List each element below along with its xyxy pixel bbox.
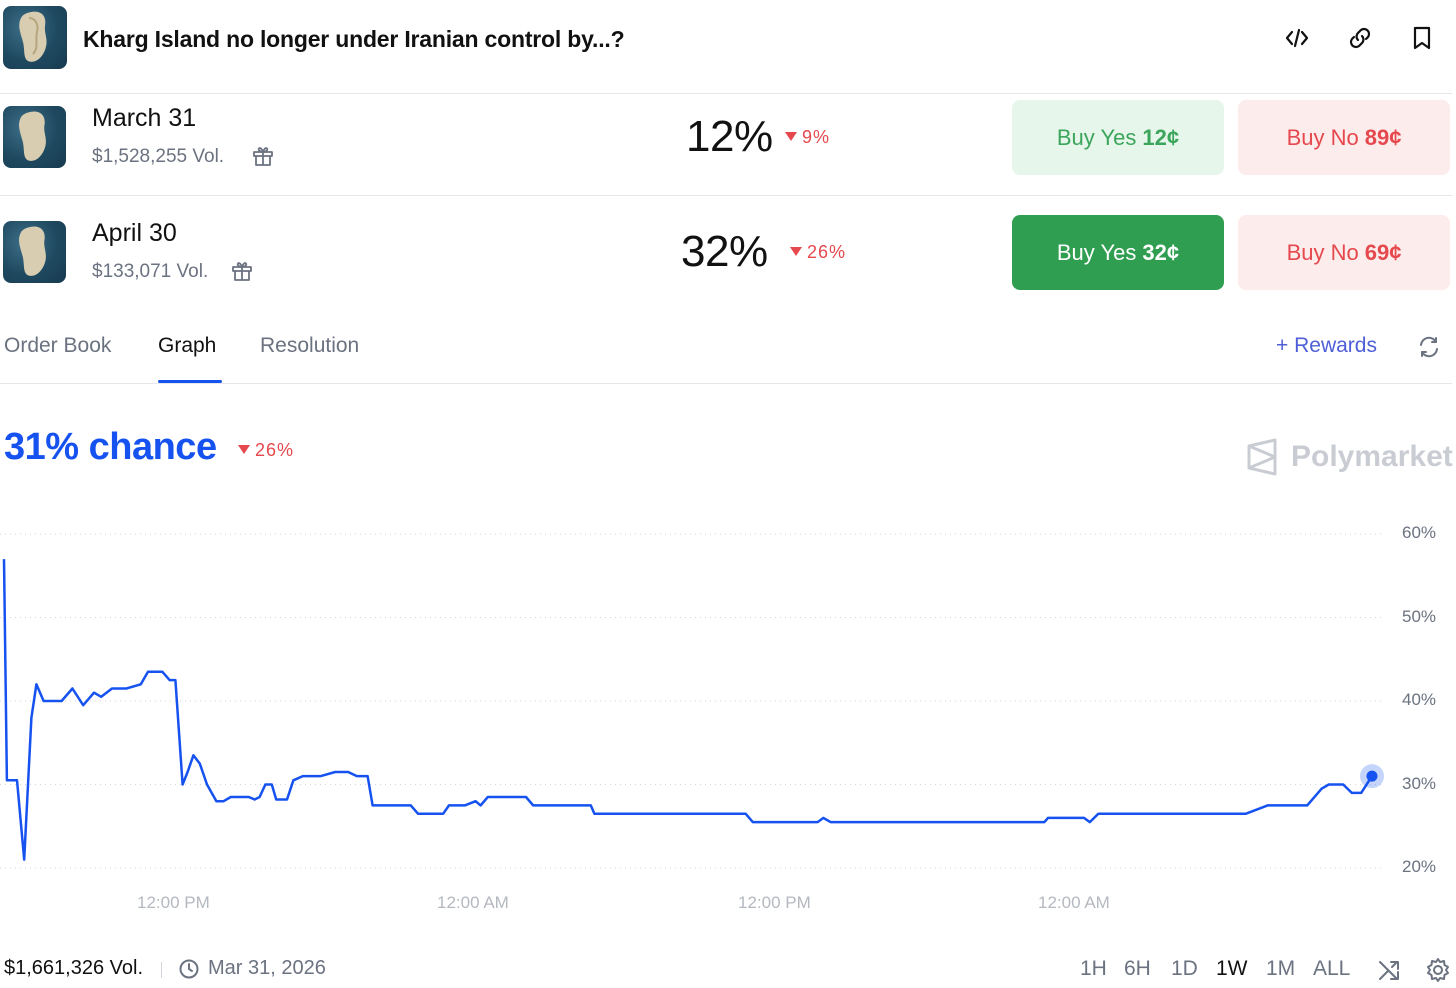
market-volume: $133,071 Vol.: [92, 261, 209, 282]
polymarket-logo-icon: [1247, 438, 1277, 476]
active-tab-indicator: [158, 380, 222, 383]
down-arrow-icon: [238, 444, 250, 454]
range-6h[interactable]: 6H: [1124, 957, 1151, 980]
market-thumbnail: [3, 106, 66, 168]
down-arrow-icon: [790, 246, 802, 256]
embed-icon[interactable]: [1281, 22, 1313, 54]
market-thumbnail: [3, 221, 66, 283]
chance-change: 26%: [238, 440, 294, 461]
range-1h[interactable]: 1H: [1080, 957, 1107, 980]
current-point: [1366, 770, 1378, 782]
page-title: Kharg Island no longer under Iranian con…: [83, 26, 625, 52]
settings-gear-icon[interactable]: [1425, 957, 1451, 988]
clock-icon: [179, 959, 199, 978]
link-icon[interactable]: [1344, 22, 1376, 54]
price-chart[interactable]: [0, 500, 1456, 930]
footer-separator: [161, 962, 162, 978]
y-tick-label: 50%: [1402, 606, 1437, 626]
x-tick-label: 12:00 AM: [437, 893, 509, 912]
buy-no-button[interactable]: Buy No 69¢: [1238, 215, 1450, 290]
bookmark-icon[interactable]: [1406, 22, 1438, 54]
shuffle-icon[interactable]: [1377, 957, 1403, 988]
market-label: March 31: [92, 104, 197, 132]
tab-graph[interactable]: Graph: [158, 334, 217, 357]
end-date: Mar 31, 2026: [178, 957, 326, 980]
market-change: 9%: [785, 127, 830, 148]
divider: [0, 195, 1452, 196]
range-1m[interactable]: 1M: [1266, 957, 1296, 980]
tabs-divider: [0, 383, 1452, 384]
rewards-button[interactable]: + Rewards: [1276, 334, 1377, 357]
refresh-icon[interactable]: [1417, 335, 1441, 364]
x-tick-label: 12:00 PM: [137, 893, 210, 912]
range-1w[interactable]: 1W: [1216, 957, 1248, 980]
buy-yes-button[interactable]: Buy Yes 32¢: [1012, 215, 1224, 290]
y-tick-label: 30%: [1402, 773, 1437, 793]
market-change: 26%: [790, 242, 846, 263]
tab-order-book[interactable]: Order Book: [4, 334, 112, 357]
market-label: April 30: [92, 219, 177, 247]
gift-icon[interactable]: [251, 144, 275, 173]
total-volume: $1,661,326 Vol.: [4, 957, 144, 979]
market-percent: 12%: [686, 112, 773, 161]
divider: [0, 93, 1452, 94]
buy-yes-button[interactable]: Buy Yes 12¢: [1012, 100, 1224, 175]
y-tick-label: 20%: [1402, 857, 1437, 876]
x-tick-label: 12:00 AM: [1038, 893, 1110, 912]
tab-resolution[interactable]: Resolution: [260, 334, 360, 357]
market-volume: $1,528,255 Vol.: [92, 146, 225, 167]
polymarket-watermark: Polymarket: [1245, 438, 1453, 476]
y-tick-label: 40%: [1402, 690, 1437, 709]
y-tick-label: 60%: [1402, 523, 1437, 542]
plus-icon: +: [1276, 334, 1289, 357]
range-all[interactable]: ALL: [1313, 957, 1351, 980]
gift-icon[interactable]: [230, 259, 254, 288]
market-thumbnail: [3, 6, 67, 69]
x-tick-label: 12:00 PM: [738, 893, 811, 912]
series-line: [2, 559, 1374, 861]
down-arrow-icon: [785, 131, 797, 141]
market-percent: 32%: [681, 227, 768, 276]
range-1d[interactable]: 1D: [1171, 957, 1198, 980]
buy-no-button[interactable]: Buy No 89¢: [1238, 100, 1450, 175]
chance-value: 31% chance: [4, 426, 217, 468]
